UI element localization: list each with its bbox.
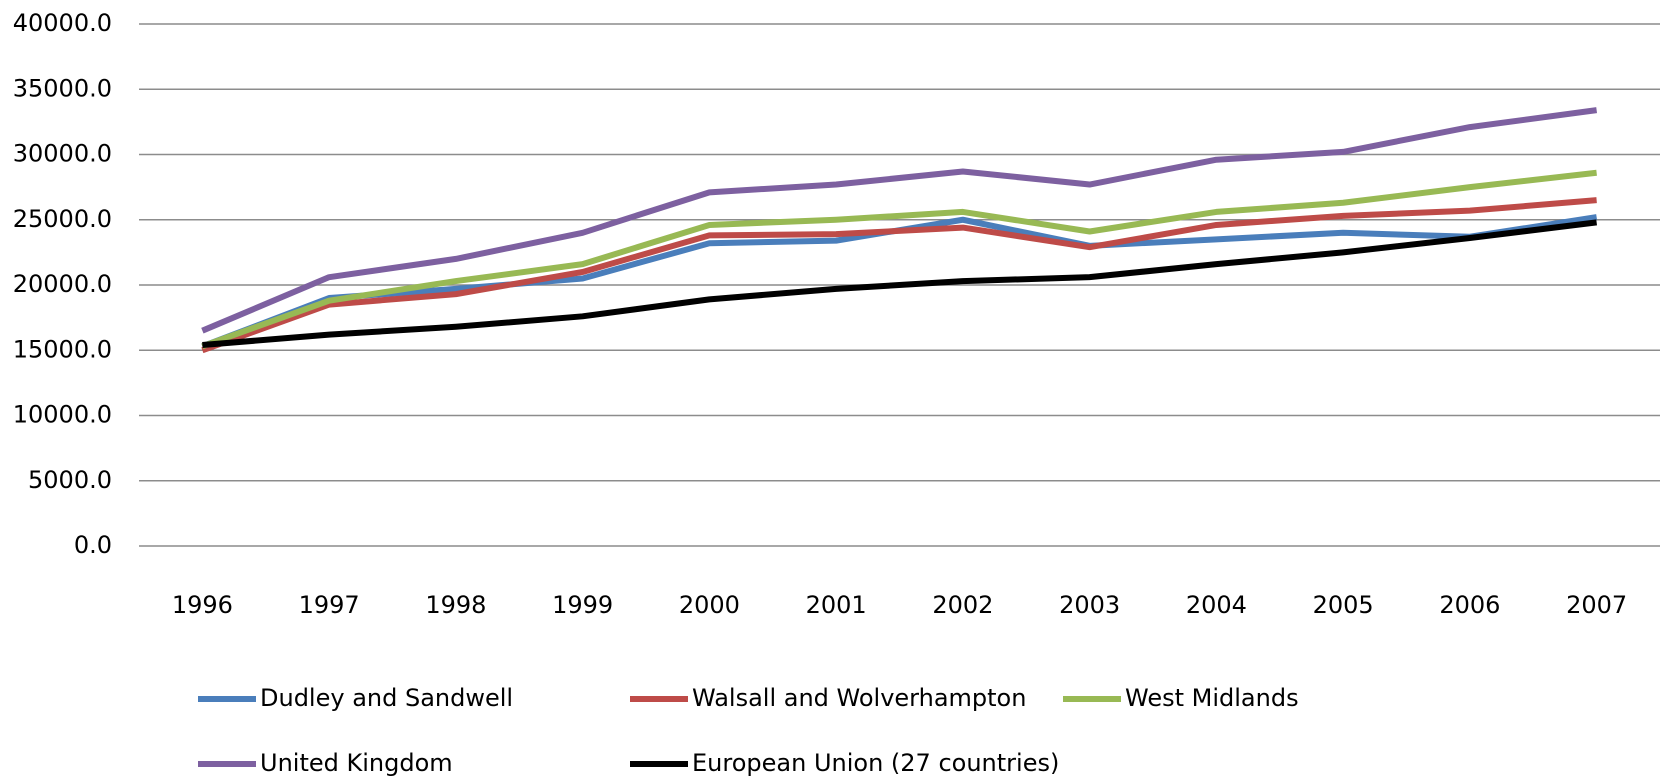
x-tick-label: 2002 [932, 591, 993, 619]
x-tick-label: 2004 [1186, 591, 1247, 619]
legend-label: Walsall and Wolverhampton [692, 684, 1026, 712]
series-line [201, 107, 1598, 334]
x-tick-label: 2007 [1566, 591, 1627, 619]
y-tick-label: 20000.0 [13, 270, 112, 298]
x-tick-label: 1998 [425, 591, 486, 619]
x-tick-label: 2005 [1313, 591, 1374, 619]
x-tick-label: 1997 [299, 591, 360, 619]
x-tick-label: 2000 [679, 591, 740, 619]
legend-label: West Midlands [1125, 684, 1299, 712]
y-tick-label: 25000.0 [13, 205, 112, 233]
x-tick-label: 1996 [172, 591, 233, 619]
y-tick-label: 5000.0 [28, 466, 112, 494]
x-tick-label: 1999 [552, 591, 613, 619]
legend-label: Dudley and Sandwell [260, 684, 513, 712]
x-tick-label: 2006 [1439, 591, 1500, 619]
y-tick-label: 0.0 [74, 531, 112, 559]
y-tick-label: 40000.0 [13, 9, 112, 37]
y-tick-label: 15000.0 [13, 335, 112, 363]
series-line [201, 197, 1597, 354]
y-tick-label: 35000.0 [13, 74, 112, 102]
series-line [202, 219, 1597, 349]
y-tick-label: 10000.0 [13, 401, 112, 429]
legend-label: European Union (27 countries) [692, 749, 1059, 777]
x-tick-label: 2001 [806, 591, 867, 619]
y-tick-label: 30000.0 [13, 140, 112, 168]
series-line [201, 169, 1597, 350]
x-tick-label: 2003 [1059, 591, 1120, 619]
legend-label: United Kingdom [260, 749, 453, 777]
